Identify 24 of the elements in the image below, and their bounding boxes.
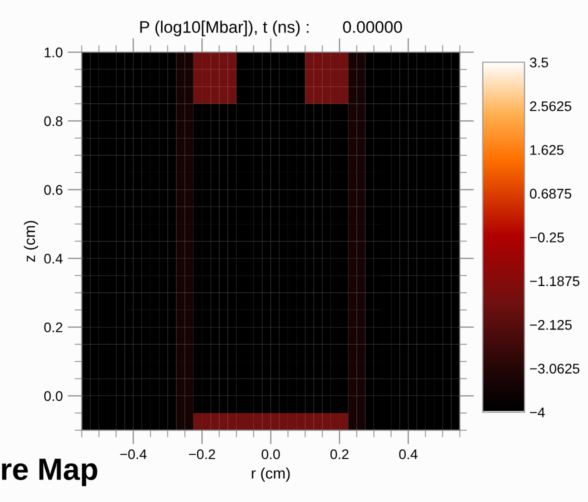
x-tick-label: 0.0 xyxy=(262,449,280,460)
y-tick-label: 1.0 xyxy=(44,48,62,58)
text: re Map xyxy=(2,458,98,486)
color-bar-label: 1.625 xyxy=(530,145,564,155)
color-bar-label: −0.25 xyxy=(530,232,564,242)
color-bar-label: 0.6875 xyxy=(530,188,572,199)
x-tick-label: 0.2 xyxy=(330,449,348,460)
y-tick-label: 0.0 xyxy=(44,391,62,402)
color-bar-label: 2.5625 xyxy=(530,101,572,112)
x-axis-title: r (cm) xyxy=(252,467,290,482)
y-axis-title: z (cm) xyxy=(24,220,38,262)
y-tick-label: 0.6 xyxy=(44,185,62,195)
color-bar-label: −1.1875 xyxy=(530,276,580,286)
color-bar-label: −2.125 xyxy=(530,320,572,330)
y-tick-label: 0.2 xyxy=(44,322,62,332)
x-tick-label: −0.4 xyxy=(120,449,147,460)
color-bar-label: −3.0625 xyxy=(530,364,580,374)
y-tick-label: 0.4 xyxy=(44,254,63,264)
color-bar-label: 3.5 xyxy=(530,58,548,68)
x-tick-label: −0.2 xyxy=(189,449,216,460)
chart-title: P (log10[Mbar]), t (ns) : 0.00000 xyxy=(140,20,402,36)
color-bar-label: −4 xyxy=(530,408,545,418)
y-tick-label: 0.8 xyxy=(44,116,62,126)
x-tick-label: 0.4 xyxy=(399,449,418,460)
